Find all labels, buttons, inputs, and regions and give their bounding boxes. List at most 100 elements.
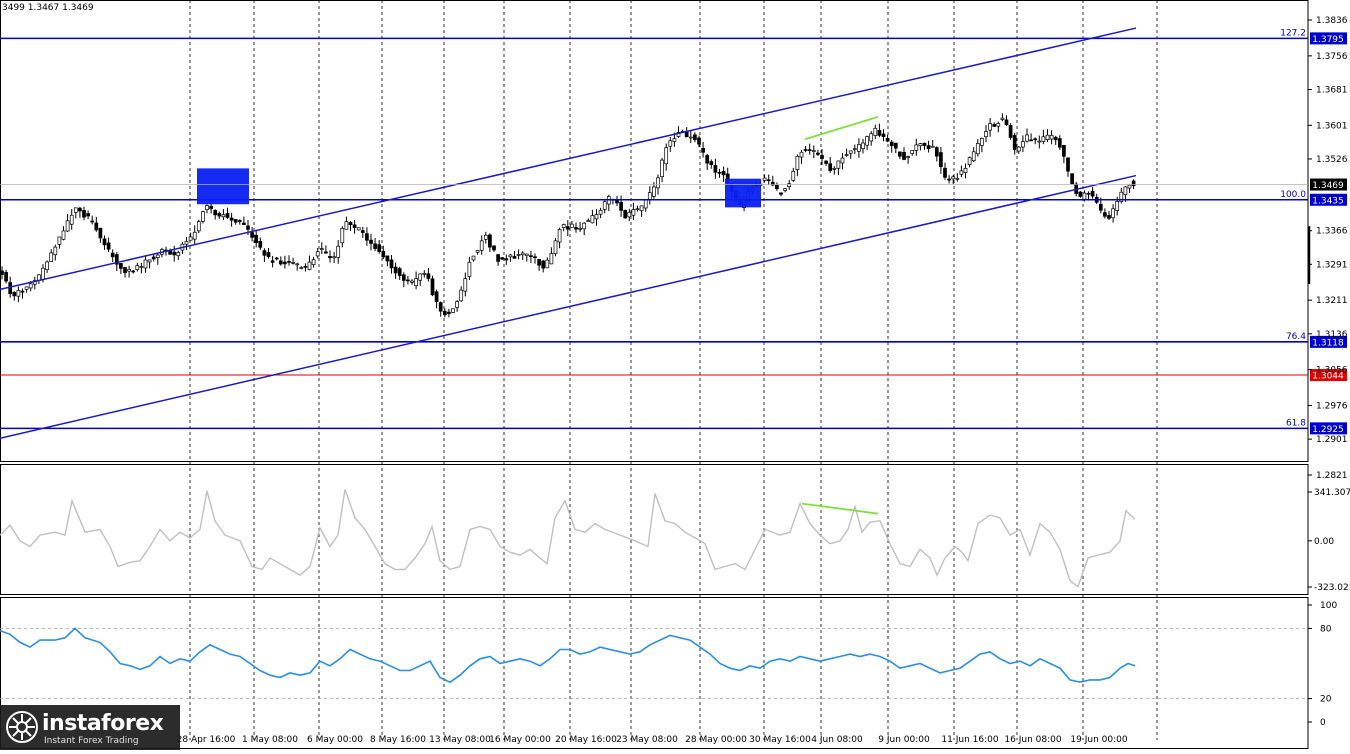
candle[interactable] [332, 251, 336, 264]
candle[interactable] [533, 253, 537, 264]
candle[interactable] [12, 291, 17, 301]
candle[interactable] [45, 260, 49, 273]
candle[interactable] [1062, 144, 1066, 164]
candle[interactable] [1090, 187, 1095, 199]
candle[interactable] [668, 137, 673, 152]
candle[interactable] [881, 129, 886, 142]
candle[interactable] [893, 142, 898, 154]
candle[interactable] [254, 230, 259, 248]
candle[interactable] [311, 256, 316, 268]
candle[interactable] [713, 158, 718, 179]
candle[interactable] [857, 138, 861, 158]
candle[interactable] [955, 173, 960, 182]
candle[interactable] [598, 207, 603, 219]
candle[interactable] [106, 237, 111, 253]
candle[interactable] [967, 156, 972, 168]
candle[interactable] [410, 279, 414, 285]
candle[interactable] [4, 269, 8, 284]
cci-panel[interactable] [0, 489, 1136, 588]
cci-line[interactable] [0, 489, 1136, 588]
candle[interactable] [504, 254, 509, 265]
candle[interactable] [980, 137, 984, 153]
candle[interactable] [992, 122, 997, 127]
candle[interactable] [508, 253, 513, 262]
candle[interactable] [447, 308, 451, 318]
candle[interactable] [832, 166, 837, 175]
candle[interactable] [906, 155, 910, 164]
candle[interactable] [53, 244, 58, 261]
candle[interactable] [1029, 133, 1033, 142]
candle[interactable] [561, 223, 566, 232]
candle[interactable] [1004, 115, 1009, 126]
candle[interactable] [348, 221, 353, 232]
candle[interactable] [660, 157, 664, 183]
candle[interactable] [258, 237, 263, 250]
candle[interactable] [57, 236, 62, 249]
candle[interactable] [451, 308, 455, 313]
candle[interactable] [820, 149, 824, 165]
candle[interactable] [1070, 173, 1074, 185]
candle[interactable] [49, 249, 54, 262]
candle[interactable] [143, 255, 148, 273]
candle[interactable] [315, 247, 320, 259]
candle[interactable] [221, 209, 226, 220]
candle[interactable] [971, 147, 976, 163]
candle[interactable] [385, 255, 390, 267]
candle[interactable] [1107, 211, 1111, 220]
candle[interactable] [225, 207, 230, 219]
candle[interactable] [852, 144, 857, 155]
candle[interactable] [365, 227, 369, 246]
candle[interactable] [783, 188, 787, 193]
candle[interactable] [65, 214, 70, 232]
candle[interactable] [155, 253, 160, 265]
candle[interactable] [1021, 135, 1025, 153]
candle[interactable] [799, 149, 804, 165]
candle[interactable] [570, 220, 574, 228]
candle[interactable] [479, 235, 484, 255]
candle[interactable] [922, 142, 927, 150]
candle[interactable] [188, 232, 193, 241]
candle[interactable] [844, 148, 849, 157]
candle[interactable] [406, 275, 410, 285]
candle[interactable] [340, 226, 345, 248]
candle[interactable] [438, 301, 443, 317]
candle[interactable] [1033, 137, 1038, 145]
candle[interactable] [196, 219, 201, 234]
candle[interactable] [775, 182, 779, 191]
candle[interactable] [237, 219, 242, 225]
candle[interactable] [324, 245, 328, 254]
candle[interactable] [16, 286, 21, 303]
candle[interactable] [602, 198, 607, 214]
candle[interactable] [422, 270, 427, 278]
candle[interactable] [709, 159, 714, 169]
candle[interactable] [951, 175, 956, 184]
candle[interactable] [488, 233, 492, 252]
candle[interactable] [807, 143, 812, 155]
candle[interactable] [303, 263, 308, 272]
candle[interactable] [578, 221, 582, 232]
candle[interactable] [401, 272, 406, 288]
candle[interactable] [360, 226, 365, 238]
candle[interactable] [147, 259, 152, 269]
candle[interactable] [123, 267, 127, 278]
candle[interactable] [418, 273, 423, 287]
candle[interactable] [213, 209, 218, 220]
candle[interactable] [930, 140, 935, 148]
candle[interactable] [98, 227, 103, 243]
candle[interactable] [336, 240, 341, 264]
candle[interactable] [766, 174, 771, 186]
candle[interactable] [250, 227, 254, 242]
candle[interactable] [377, 239, 382, 254]
candle[interactable] [811, 145, 816, 159]
candle[interactable] [943, 162, 947, 180]
candle[interactable] [262, 248, 267, 262]
candle[interactable] [287, 255, 291, 266]
candle[interactable] [352, 219, 357, 234]
candle[interactable] [242, 216, 246, 225]
candle[interactable] [889, 140, 894, 153]
candle[interactable] [565, 219, 570, 236]
candle[interactable] [389, 255, 394, 274]
candle[interactable] [803, 146, 808, 153]
candle[interactable] [635, 205, 640, 212]
